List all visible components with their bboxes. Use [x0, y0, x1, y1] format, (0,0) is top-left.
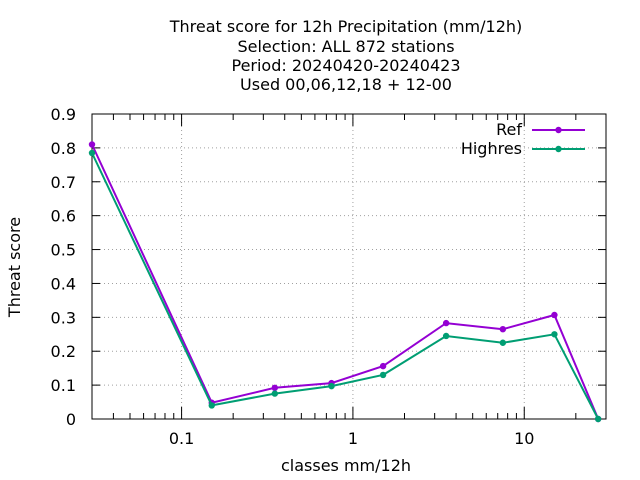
- y-tick-label: 0: [66, 410, 76, 429]
- legend-label-highres: Highres: [461, 139, 522, 158]
- data-point-ref: [271, 384, 279, 392]
- data-point-ref: [442, 319, 450, 327]
- title-line-4: Used 00,06,12,18 + 12-00: [240, 75, 452, 94]
- y-tick-label: 0.9: [51, 105, 76, 124]
- data-point-highres: [379, 371, 387, 379]
- legend-marker-ref: [555, 126, 562, 134]
- y-tick-label: 0.2: [51, 342, 76, 361]
- axis-ticks: [92, 113, 606, 420]
- data-point-ref: [88, 141, 96, 148]
- data-point-ref: [499, 325, 507, 333]
- title-line-3: Period: 20240420-20240423: [231, 56, 460, 75]
- x-tick-label: 0.1: [169, 429, 194, 448]
- data-point-highres: [328, 382, 335, 390]
- title-line-2: Selection: ALL 872 stations: [237, 37, 454, 56]
- y-tick-label: 0.3: [51, 308, 76, 327]
- data-point-highres: [88, 149, 96, 157]
- data-point-highres: [594, 415, 602, 423]
- y-tick-label: 0.8: [51, 139, 76, 158]
- data-point-highres: [442, 332, 450, 340]
- x-tick-label: 10: [514, 429, 534, 448]
- title-line-1: Threat score for 12h Precipitation (mm/1…: [169, 17, 523, 36]
- y-tick-label: 0.5: [51, 241, 76, 260]
- x-tick-label: 1: [348, 429, 358, 448]
- tick-labels: 0 0.1 0.2 0.3 0.4 0.5 0.6 0.7 0.8 0.9 0.1 1 10: [51, 105, 535, 448]
- y-tick-label: 0.1: [51, 376, 76, 395]
- data-point-ref: [551, 311, 558, 319]
- data-series: [88, 141, 602, 423]
- plot-frame: [91, 113, 607, 420]
- y-axis-label: Threat score: [5, 217, 24, 318]
- y-tick-label: 0.4: [51, 274, 76, 293]
- data-point-highres: [551, 331, 558, 338]
- chart-title: Threat score for 12h Precipitation (mm/1…: [169, 17, 523, 94]
- data-point-highres: [208, 402, 215, 409]
- x-axis-label: classes mm/12h: [281, 456, 411, 475]
- data-point-highres: [271, 390, 279, 397]
- series-line-ref: [91, 144, 600, 420]
- data-point-highres: [499, 339, 507, 346]
- legend-label-ref: Ref: [496, 120, 522, 139]
- y-tick-label: 0.7: [51, 173, 76, 192]
- legend-marker-highres: [555, 145, 562, 153]
- y-tick-label: 0.6: [51, 207, 76, 226]
- data-point-ref: [379, 362, 387, 370]
- grid: [92, 114, 606, 419]
